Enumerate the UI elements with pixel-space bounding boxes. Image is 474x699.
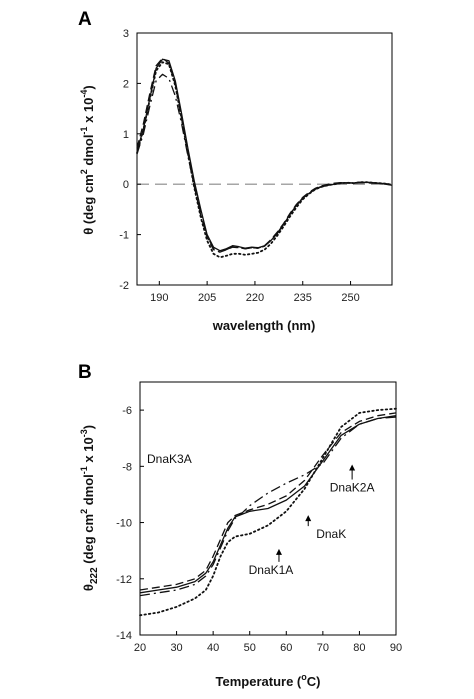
panel-a-y-tick-label: 0 [123,179,129,191]
panel-b-ylabel-sup2: -1 [79,466,89,474]
panel-a-y-axis-label: θ (deg cm2 dmol-1 x 10-4) [79,85,96,234]
panel-b-x-tick-label: 50 [244,642,256,654]
panel-b-series [139,407,397,617]
panel-b-x-tick-label: 90 [390,642,402,654]
panel-a-ticks: 190 205 220 235 250 -2 -1 0 1 2 3 [119,28,360,304]
panel-b-y-tick-label: -10 [116,518,132,530]
panel-b-series-line-dnak [139,415,397,594]
panel-b-ylabel-sup3: -3 [79,429,89,437]
panel-b-ylabel-end: x 10 [81,437,96,466]
panel-a-x-tick-label: 190 [150,292,168,304]
panel-b-y-axis-label: θ222 (deg cm2 dmol-1 x 10-3) [79,425,100,591]
panel-a-x-tick-label: 235 [294,292,312,304]
panel-b-series-line-dnak3a [139,416,397,597]
arrowhead-icon [275,548,282,555]
panel-b-x-tick-label: 80 [353,642,365,654]
panel-b-xlabel-sup: o [301,672,307,682]
panel-b-series-line-dnak2a [139,412,397,591]
panel-a-x-tick-label: 220 [246,292,264,304]
annotation-dnak3a: DnaK3A [147,452,192,466]
panel-a-y-tick-label: 1 [123,129,129,141]
annotation-dnak: DnaK [316,527,346,541]
panel-b-ylabel-main: (deg cm [81,514,96,567]
panel-a-ylabel-sup2: -1 [79,127,89,135]
panel-a-y-tick-label: 2 [123,78,129,90]
panel-a-x-tick-label: 250 [341,292,359,304]
panel-a-series-line-3 [136,73,393,253]
panel-a-x-tick-label: 205 [198,292,216,304]
panel-a-y-tick-label: 3 [123,28,129,40]
panel-a-y-tick-label: -1 [119,230,129,242]
arrowhead-icon [305,515,312,522]
panel-a-ylabel-sup3: -4 [79,90,89,98]
panel-b: B 20 30 40 50 60 70 80 90-14-12-10-8-6 DnaK3ADn… [78,362,402,689]
panel-b-ticks: 20 30 40 50 60 70 80 90 -14 -12 -10 -8 -6 [116,405,402,654]
panel-b-ylabel-mid: dmol [81,474,96,509]
panel-b-x-axis-label: Temperature (oC) [216,672,321,689]
panel-a-y-tick-label: -2 [119,280,129,292]
panel-a-ylabel-main: θ (deg cm [81,174,96,234]
panel-b-xlabel-main: Temperature ( [216,674,302,689]
panel-b-y-tick-label: -12 [116,574,132,586]
annotation-dnak2a: DnaK2A [330,481,375,495]
panel-b-annotations: DnaK3A DnaK2A DnaK DnaK1A [147,452,374,577]
panel-b-ylabel-sub: 222 [89,567,100,584]
panel-a-series [136,57,393,259]
panel-a-x-axis-label: wavelength (nm) [212,318,316,333]
panel-b-x-tick-label: 30 [170,642,182,654]
panel-a-ylabel-sup1: 2 [79,169,89,174]
panel-b-y-tick-label: -6 [122,405,132,417]
panel-a-ylabel-end: x 10 [81,98,96,127]
panel-b-ylabel-sup1: 2 [79,509,89,514]
panel-a-label: A [78,9,92,30]
panel-a-ylabel-close: ) [81,85,96,89]
panel-b-x-tick-label: 20 [134,642,146,654]
panel-a: A 190 205 220 235 250 -2 -1 0 1 2 3 wavelength (nm… [78,9,393,333]
panel-a-ylabel-mid: dmol [81,135,96,170]
panel-b-xlabel-end: C) [307,674,321,689]
panel-b-ylabel-close: ) [81,425,96,429]
panel-a-series-line-4 [136,61,393,259]
panel-b-ylabel-theta: θ [81,584,96,591]
panel-b-series-line-dnak1a [139,407,397,617]
panel-b-plot-frame [139,381,397,636]
panel-b-x-tick-label: 60 [280,642,292,654]
panel-b-label: B [78,362,92,383]
panel-b-y-tick-label: -8 [122,461,132,473]
arrowhead-icon [349,464,356,471]
panel-b-x-tick-label: 70 [317,642,329,654]
panel-a-plot-frame [136,32,393,286]
annotation-dnak1a: DnaK1A [249,563,294,577]
panel-b-y-tick-label: -14 [116,630,132,642]
panel-b-x-tick-label: 40 [207,642,219,654]
